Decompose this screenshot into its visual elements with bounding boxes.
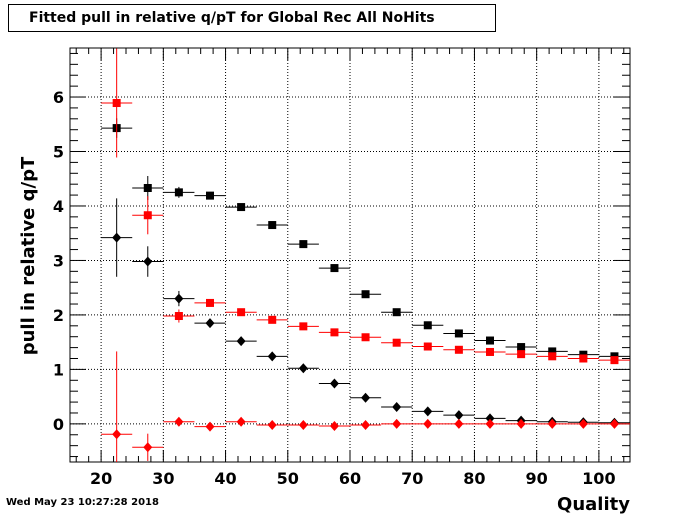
data-point-diamond xyxy=(485,418,495,429)
data-point-diamond xyxy=(454,418,464,429)
data-point-diamond xyxy=(578,418,588,429)
data-point-diamond xyxy=(174,293,184,304)
data-point-diamond xyxy=(174,416,184,427)
x-tick-label: 90 xyxy=(526,469,548,488)
data-point-diamond xyxy=(267,351,277,362)
data-point-square xyxy=(174,188,183,197)
data-point-square xyxy=(268,221,277,230)
data-point-diamond xyxy=(298,363,308,374)
axis-ticks: 20 30 40 50 60 70 80 90 100 0 1 2 3 4 5 6 xyxy=(53,48,630,488)
data-point-square xyxy=(299,240,308,249)
data-point-square xyxy=(423,342,432,351)
data-point-diamond xyxy=(361,392,371,403)
data-point-diamond xyxy=(267,419,277,430)
data-point-square xyxy=(330,328,339,337)
data-point-diamond xyxy=(516,418,526,429)
data-point-diamond xyxy=(205,421,215,432)
data-point-square xyxy=(268,315,277,324)
data-point-square xyxy=(610,356,619,365)
data-point-square xyxy=(299,322,308,331)
x-tick-label: 30 xyxy=(152,469,174,488)
data-markers xyxy=(101,48,630,462)
data-point-diamond xyxy=(485,413,495,424)
y-tick-label: 4 xyxy=(53,197,64,216)
data-point-square xyxy=(548,347,557,356)
x-tick-label: 80 xyxy=(463,469,485,488)
data-point-square xyxy=(454,345,463,354)
data-point-diamond xyxy=(392,401,402,412)
x-tick-label: 20 xyxy=(90,469,112,488)
data-point-square xyxy=(486,336,494,345)
data-point-diamond xyxy=(143,442,153,453)
y-tick-label: 3 xyxy=(53,251,64,270)
data-point-diamond xyxy=(236,336,246,347)
data-point-diamond xyxy=(298,419,308,430)
y-tick-label: 0 xyxy=(53,415,64,434)
timestamp: Wed May 23 10:27:28 2018 xyxy=(6,497,159,508)
x-tick-label: 70 xyxy=(401,469,423,488)
data-point-square xyxy=(143,183,152,192)
data-point-diamond xyxy=(329,421,339,432)
data-point-square xyxy=(423,321,432,330)
data-point-square xyxy=(392,308,401,317)
grid-lines xyxy=(70,48,630,462)
y-tick-label: 6 xyxy=(53,88,64,107)
y-tick-label: 2 xyxy=(53,306,64,325)
data-point-square xyxy=(361,333,370,342)
x-tick-label: 100 xyxy=(582,469,615,488)
data-point-square xyxy=(517,343,526,352)
x-axis-label: Quality xyxy=(557,494,630,514)
y-tick-label: 1 xyxy=(53,360,64,379)
data-point-diamond xyxy=(236,416,246,427)
data-point-diamond xyxy=(609,418,619,429)
data-point-diamond xyxy=(547,418,557,429)
data-point-diamond xyxy=(392,418,402,429)
data-point-diamond xyxy=(361,419,371,430)
data-point-square xyxy=(454,329,463,338)
data-point-square xyxy=(361,290,370,299)
data-point-diamond xyxy=(423,406,433,417)
data-point-square xyxy=(330,264,339,273)
data-point-diamond xyxy=(112,232,122,243)
x-tick-label: 40 xyxy=(214,469,236,488)
x-tick-label: 50 xyxy=(277,469,299,488)
x-tick-label: 60 xyxy=(339,469,361,488)
data-point-square xyxy=(392,338,401,347)
data-point-square xyxy=(486,347,494,356)
chart-title: Fitted pull in relative q/pT for Global … xyxy=(8,4,496,32)
data-point-diamond xyxy=(454,410,464,421)
data-point-square xyxy=(143,211,152,220)
data-point-diamond xyxy=(143,256,153,267)
data-point-square xyxy=(548,352,557,361)
data-point-square xyxy=(237,308,246,317)
data-point-square xyxy=(579,354,588,363)
data-point-square xyxy=(517,350,526,359)
data-point-square xyxy=(174,312,183,321)
data-point-diamond xyxy=(205,318,215,329)
data-point-square xyxy=(237,203,246,212)
data-point-diamond xyxy=(423,418,433,429)
data-point-square xyxy=(206,298,214,307)
y-axis-label: pull in relative q/pT xyxy=(18,156,39,355)
data-point-square xyxy=(112,99,121,108)
data-point-diamond xyxy=(112,429,122,440)
data-point-square xyxy=(206,191,214,200)
y-tick-label: 5 xyxy=(53,143,64,162)
data-point-diamond xyxy=(329,378,339,389)
